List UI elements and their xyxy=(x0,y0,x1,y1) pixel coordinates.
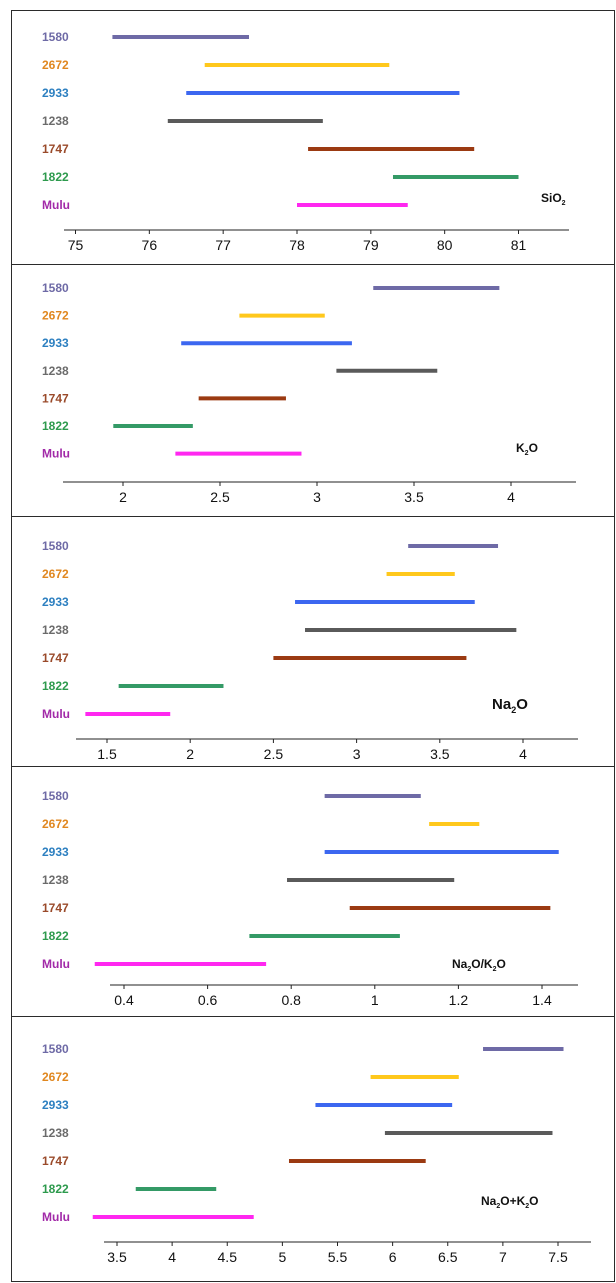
panel-5: 1580 2672 2933 1238 1747 1822 Mulu 3.5 4 4.5 5 5.5 6… xyxy=(11,1016,615,1265)
category-label-1822: 1822 xyxy=(42,1182,69,1196)
category-label-2672: 2672 xyxy=(42,817,69,831)
panel-2: 1580 2672 2933 1238 1747 1822 Mulu 2 2.5 3 3.5 4 K2O xyxy=(11,264,615,505)
x-tick-label: 75 xyxy=(68,237,84,253)
x-tick-label: 7.5 xyxy=(548,1249,568,1265)
category-label-2672: 2672 xyxy=(42,58,69,72)
panel-3: 1580 2672 2933 1238 1747 1822 Mulu 1.5 2 2.5 3 3.5 4… xyxy=(11,516,615,762)
category-label-1747: 1747 xyxy=(42,142,69,156)
x-tick-label: 0.8 xyxy=(281,992,301,1008)
x-tick-label: 4.5 xyxy=(218,1249,238,1265)
x-tick-label: 6.5 xyxy=(438,1249,458,1265)
x-tick-label: 4 xyxy=(519,746,527,762)
x-tick-label: 76 xyxy=(142,237,158,253)
panel-title: Na2O xyxy=(492,696,528,715)
category-label-2672: 2672 xyxy=(42,309,69,323)
category-label-mulu: Mulu xyxy=(42,198,70,212)
panel-title: Na2O/K2O xyxy=(452,957,506,973)
x-tick-label: 3.5 xyxy=(107,1249,127,1265)
x-tick-label: 6 xyxy=(389,1249,397,1265)
category-label-2933: 2933 xyxy=(42,336,69,350)
category-label-1822: 1822 xyxy=(42,419,69,433)
category-label-1238: 1238 xyxy=(42,364,69,378)
x-tick-label: 78 xyxy=(289,237,305,253)
x-tick-label: 3 xyxy=(313,489,321,505)
category-label-1747: 1747 xyxy=(42,1154,69,1168)
category-label-1238: 1238 xyxy=(42,623,69,637)
category-label-1747: 1747 xyxy=(42,901,69,915)
x-tick-label: 1.2 xyxy=(449,992,469,1008)
category-label-1238: 1238 xyxy=(42,1126,69,1140)
x-tick-label: 7 xyxy=(499,1249,507,1265)
panel-4: 1580 2672 2933 1238 1747 1822 Mulu 0.4 0.6 0.8 1 1.… xyxy=(11,766,615,1008)
category-label-2672: 2672 xyxy=(42,567,69,581)
category-label-1747: 1747 xyxy=(42,391,69,405)
x-tick-label: 1 xyxy=(371,992,379,1008)
x-tick-label: 4 xyxy=(507,489,515,505)
x-tick-label: 3 xyxy=(353,746,361,762)
category-label-1580: 1580 xyxy=(42,30,69,44)
x-tick-label: 3.5 xyxy=(404,489,424,505)
x-tick-label: 79 xyxy=(363,237,379,253)
x-tick-label: 3.5 xyxy=(430,746,450,762)
category-label-mulu: Mulu xyxy=(42,707,70,721)
category-label-1822: 1822 xyxy=(42,679,69,693)
x-tick-label: 2.5 xyxy=(210,489,230,505)
category-label-1580: 1580 xyxy=(42,1042,69,1056)
x-tick-label: 2 xyxy=(186,746,194,762)
panel-title: Na2O+K2O xyxy=(481,1194,539,1210)
category-label-2672: 2672 xyxy=(42,1070,69,1084)
x-tick-label: 5 xyxy=(278,1249,286,1265)
x-tick-label: 81 xyxy=(511,237,527,253)
x-tick-label: 2 xyxy=(119,489,127,505)
x-tick-label: 77 xyxy=(215,237,231,253)
figure-border xyxy=(11,10,615,1282)
category-label-mulu: Mulu xyxy=(42,957,70,971)
panel-title: K2O xyxy=(516,441,538,457)
category-label-mulu: Mulu xyxy=(42,447,70,461)
category-label-1747: 1747 xyxy=(42,651,69,665)
category-label-1580: 1580 xyxy=(42,281,69,295)
x-tick-label: 1.5 xyxy=(97,746,117,762)
x-tick-label: 5.5 xyxy=(328,1249,348,1265)
category-label-2933: 2933 xyxy=(42,845,69,859)
category-label-1822: 1822 xyxy=(42,170,69,184)
category-label-2933: 2933 xyxy=(42,595,69,609)
category-label-1580: 1580 xyxy=(42,539,69,553)
category-label-1822: 1822 xyxy=(42,929,69,943)
x-tick-label: 4 xyxy=(168,1249,176,1265)
x-tick-label: 1.4 xyxy=(532,992,552,1008)
x-tick-label: 0.4 xyxy=(114,992,134,1008)
x-tick-label: 2.5 xyxy=(264,746,284,762)
panel-title: SiO2 xyxy=(541,191,566,207)
x-tick-label: 80 xyxy=(437,237,453,253)
category-label-1238: 1238 xyxy=(42,114,69,128)
category-label-1238: 1238 xyxy=(42,873,69,887)
category-label-2933: 2933 xyxy=(42,86,69,100)
category-label-mulu: Mulu xyxy=(42,1210,70,1224)
x-tick-label: 0.6 xyxy=(198,992,218,1008)
category-label-1580: 1580 xyxy=(42,789,69,803)
category-label-2933: 2933 xyxy=(42,1098,69,1112)
panel-1: 1580 2672 2933 1238 1747 1822 Mulu 75 76 77 78 79 80… xyxy=(42,30,569,253)
